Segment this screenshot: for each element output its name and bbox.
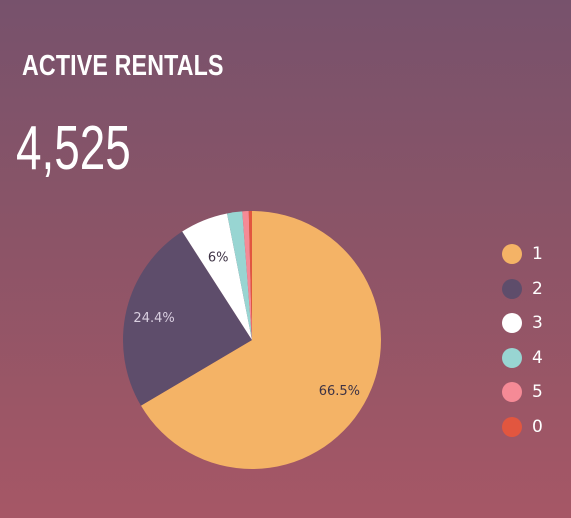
card-title: ACTIVE RENTALS <box>22 50 224 82</box>
legend-label: 1 <box>532 244 543 264</box>
pie-slice-5 <box>242 211 252 340</box>
legend-label: 3 <box>532 313 543 333</box>
legend-item-2[interactable]: 2 <box>502 278 562 300</box>
legend-item-1[interactable]: 1 <box>502 243 562 265</box>
legend-swatch <box>502 347 522 368</box>
legend-item-0[interactable]: 0 <box>502 416 562 438</box>
pie-data-labels: 66.5% 24.4% 6% <box>133 250 360 399</box>
legend-label: 0 <box>532 416 543 437</box>
legend-swatch <box>502 382 522 402</box>
legend-swatch <box>502 244 522 264</box>
legend-swatch <box>502 278 522 299</box>
chart-legend: 1 2 3 4 5 0 <box>502 243 562 450</box>
legend-swatch <box>502 313 522 333</box>
legend-label: 2 <box>532 278 543 299</box>
data-label-2: 24.4% <box>133 311 174 326</box>
data-label-1: 66.5% <box>319 384 360 399</box>
data-label-3: 6% <box>208 250 229 265</box>
legend-label: 5 <box>532 382 543 402</box>
pie-slice-4 <box>227 211 252 340</box>
legend-label: 4 <box>532 347 543 368</box>
pie-slice-2 <box>123 231 253 406</box>
pie-slice-0 <box>248 211 252 340</box>
total-count: 4,525 <box>16 114 131 183</box>
pie-slice-3 <box>182 213 252 340</box>
pie-slice-1 <box>140 211 381 469</box>
legend-item-4[interactable]: 4 <box>502 347 562 369</box>
pie-slices <box>123 211 381 469</box>
legend-swatch <box>502 416 522 437</box>
legend-item-3[interactable]: 3 <box>502 312 562 334</box>
legend-item-5[interactable]: 5 <box>502 381 562 403</box>
